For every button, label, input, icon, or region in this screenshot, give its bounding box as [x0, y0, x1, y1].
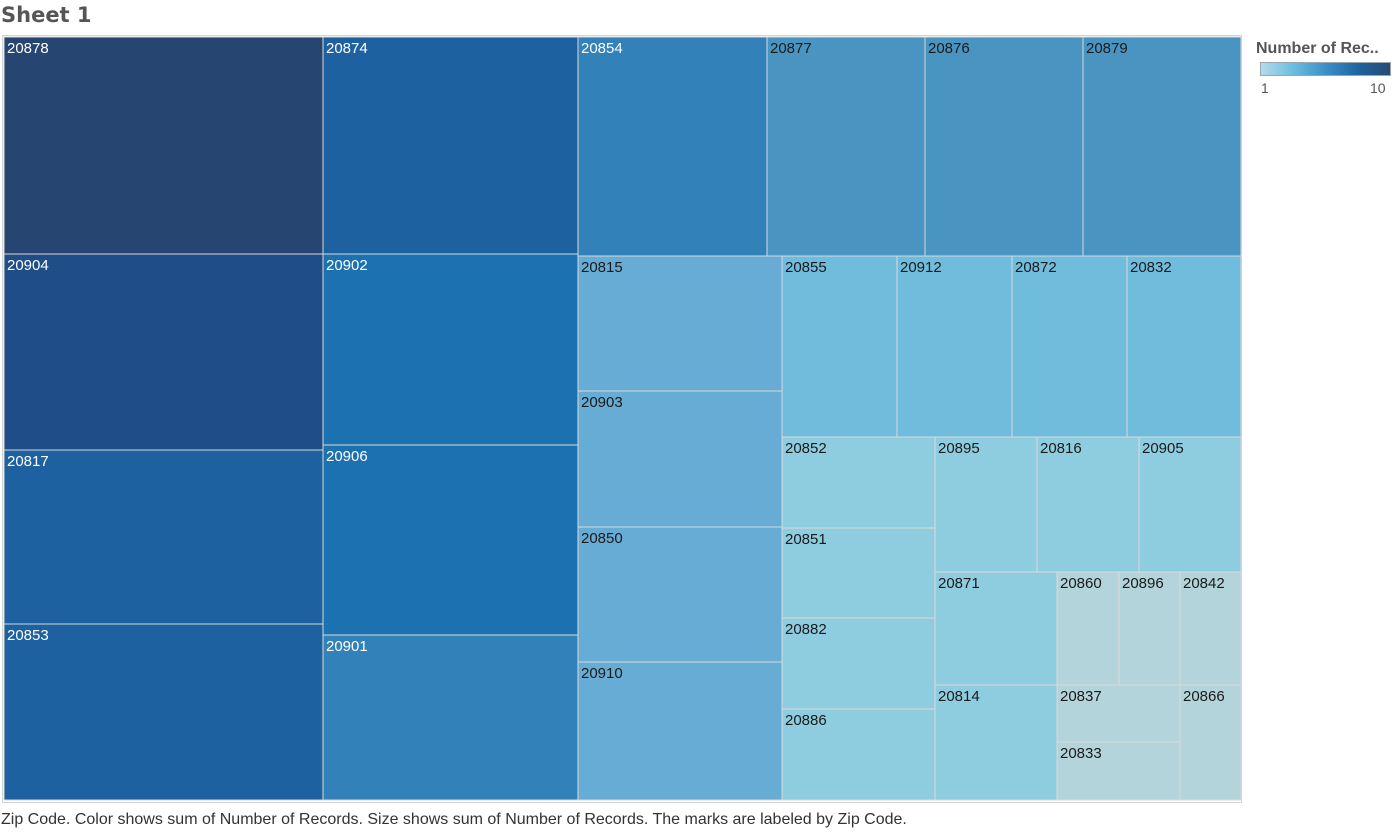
chart-caption: Zip Code. Color shows sum of Number of R…: [1, 811, 907, 828]
treemap-cell-20904[interactable]: [3, 253, 324, 451]
treemap-label-20866: 20866: [1183, 688, 1225, 705]
treemap-label-20902: 20902: [326, 257, 368, 274]
treemap-label-20896: 20896: [1122, 575, 1164, 592]
legend-max-label: 10: [1370, 80, 1386, 96]
treemap-cell-20852[interactable]: [781, 436, 936, 529]
treemap-cell-20878[interactable]: [3, 36, 324, 255]
treemap-label-20833: 20833: [1060, 745, 1102, 762]
treemap-label-20912: 20912: [900, 259, 942, 276]
treemap-label-20871: 20871: [938, 575, 980, 592]
treemap-label-20853: 20853: [7, 627, 49, 644]
treemap-label-20882: 20882: [785, 621, 827, 638]
treemap-label-20910: 20910: [581, 665, 623, 682]
treemap-cell-20910[interactable]: [577, 661, 783, 801]
treemap-cell-20854[interactable]: [577, 36, 768, 257]
treemap-cell-20872[interactable]: [1011, 255, 1128, 438]
treemap-cell-20874[interactable]: [322, 36, 579, 255]
treemap-cell-20882[interactable]: [781, 617, 936, 710]
treemap-label-20842: 20842: [1183, 575, 1225, 592]
treemap-label-20904: 20904: [7, 257, 49, 274]
treemap-cell-20816[interactable]: [1036, 436, 1140, 573]
treemap-cell-20903[interactable]: [577, 390, 783, 528]
treemap-cell-20833[interactable]: [1056, 741, 1181, 801]
treemap-label-20877: 20877: [770, 40, 812, 57]
treemap-label-20817: 20817: [7, 453, 49, 470]
treemap-label-20886: 20886: [785, 712, 827, 729]
treemap-cell-20853[interactable]: [3, 623, 324, 801]
treemap-cell-20851[interactable]: [781, 527, 936, 619]
treemap-chart[interactable]: 20878 20904 20817 20853 20874 20902 20906 20901…: [3, 36, 1241, 802]
treemap-cell-20850[interactable]: [577, 526, 783, 663]
legend-min-label: 1: [1261, 80, 1269, 96]
treemap-cell-20886[interactable]: [781, 708, 936, 801]
treemap-label-20815: 20815: [581, 259, 623, 276]
treemap-label-20906: 20906: [326, 448, 368, 465]
treemap-label-20872: 20872: [1015, 259, 1057, 276]
treemap-cell-20901[interactable]: [322, 634, 579, 801]
treemap-label-20851: 20851: [785, 531, 827, 548]
treemap-label-20895: 20895: [938, 440, 980, 457]
treemap-label-20837: 20837: [1060, 688, 1102, 705]
treemap-label-20878: 20878: [7, 40, 49, 57]
treemap-label-20901: 20901: [326, 638, 368, 655]
treemap-label-20854: 20854: [581, 40, 623, 57]
treemap-cell-20832[interactable]: [1126, 255, 1241, 438]
treemap-label-20852: 20852: [785, 440, 827, 457]
treemap-frame: 20878 20904 20817 20853 20874 20902 20906 20901…: [2, 35, 1242, 803]
treemap-cell-20837[interactable]: [1056, 684, 1181, 743]
treemap-label-20876: 20876: [928, 40, 970, 57]
treemap-label-20879: 20879: [1086, 40, 1128, 57]
treemap-label-20905: 20905: [1142, 440, 1184, 457]
treemap-cell-20912[interactable]: [896, 255, 1013, 438]
treemap-cell-20814[interactable]: [934, 684, 1058, 801]
legend-title: Number of Rec..: [1256, 40, 1379, 57]
treemap-cell-20877[interactable]: [766, 36, 926, 257]
treemap-label-20816: 20816: [1040, 440, 1082, 457]
legend-color-ramp: [1260, 62, 1391, 76]
treemap-cell-20871[interactable]: [934, 571, 1058, 686]
treemap-cell-20906[interactable]: [322, 444, 579, 636]
treemap-label-20874: 20874: [326, 40, 368, 57]
treemap-cell-20905[interactable]: [1138, 436, 1241, 573]
treemap-label-20814: 20814: [938, 688, 980, 705]
treemap-cell-20815[interactable]: [577, 255, 783, 392]
treemap-label-20903: 20903: [581, 394, 623, 411]
treemap-cell-20842[interactable]: [1179, 571, 1241, 686]
treemap-cell-20866[interactable]: [1179, 684, 1241, 801]
treemap-cell-20817[interactable]: [3, 449, 324, 625]
treemap-label-20832: 20832: [1130, 259, 1172, 276]
treemap-cell-20902[interactable]: [322, 253, 579, 446]
treemap-cell-20896[interactable]: [1118, 571, 1181, 686]
treemap-label-20855: 20855: [785, 259, 827, 276]
treemap-label-20850: 20850: [581, 530, 623, 547]
sheet-title: Sheet 1: [1, 3, 92, 27]
treemap-cell-20876[interactable]: [924, 36, 1084, 257]
treemap-label-20860: 20860: [1060, 575, 1102, 592]
treemap-cell-20855[interactable]: [781, 255, 898, 438]
treemap-cell-20895[interactable]: [934, 436, 1038, 573]
treemap-cell-20879[interactable]: [1082, 36, 1241, 257]
